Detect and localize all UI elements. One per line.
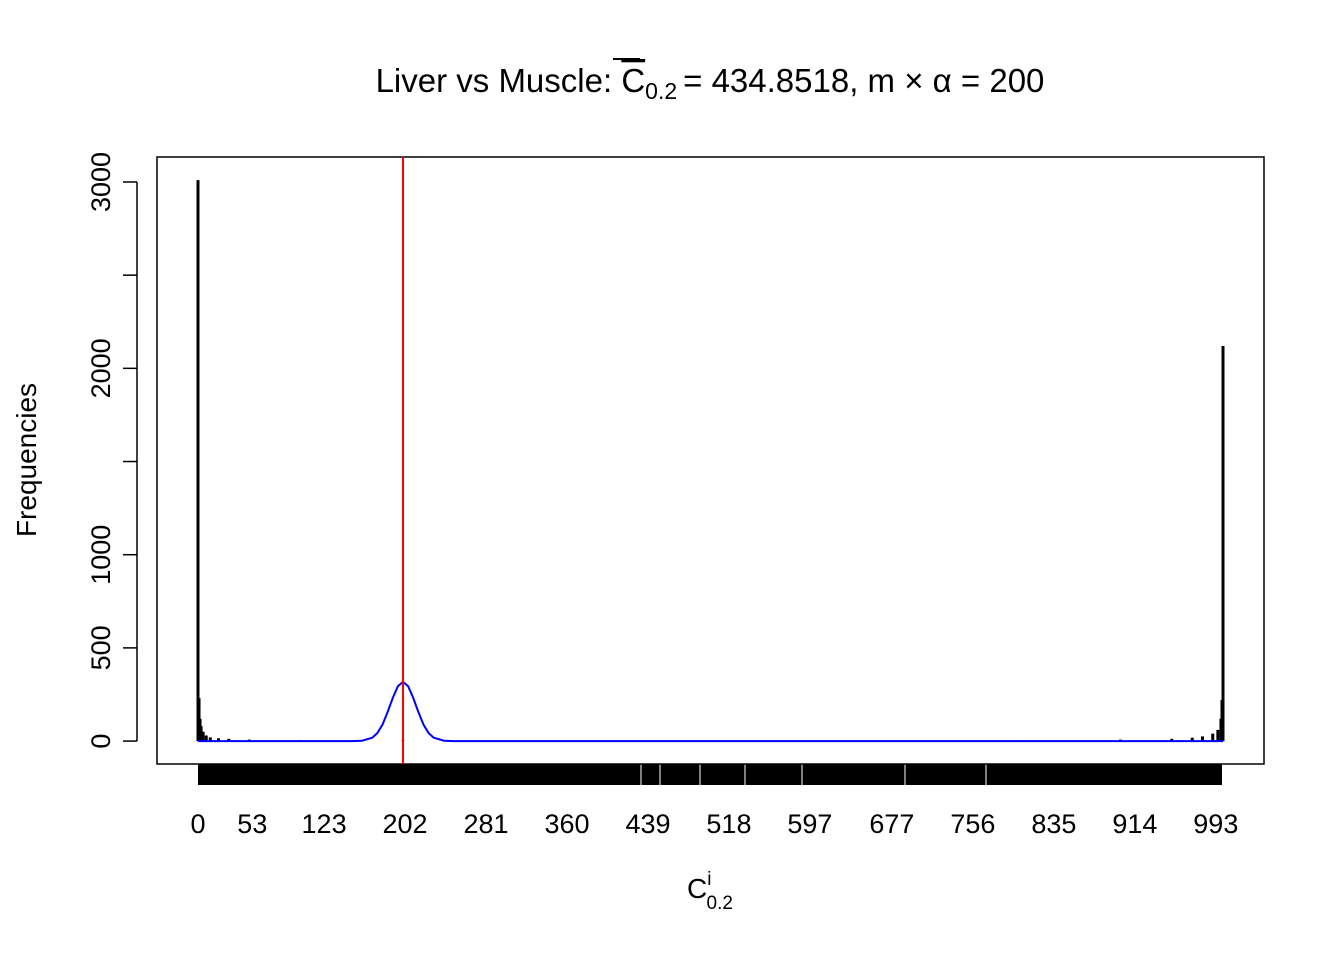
- y-tick-label: 0: [86, 734, 116, 749]
- x-tick-label: 439: [625, 809, 670, 839]
- x-axis-label: Ci 0.2: [687, 869, 733, 914]
- y-tick-label: 500: [86, 625, 116, 670]
- y-tick-label: 1000: [86, 525, 116, 585]
- xlabel-symbol: C: [687, 873, 707, 904]
- plot-box: [156, 156, 1265, 765]
- rug-gaps: [640, 764, 987, 785]
- x-tick-label: 123: [302, 809, 347, 839]
- x-tick-label: 202: [383, 809, 428, 839]
- xlabel-subscript: 0.2: [707, 893, 733, 914]
- title-subscript: 0.2: [645, 78, 677, 104]
- y-axis-label: Frequencies: [11, 383, 42, 537]
- x-tick-label: 597: [787, 809, 832, 839]
- x-tick-label: 993: [1193, 809, 1238, 839]
- x-tick-label: 835: [1031, 809, 1076, 839]
- x-tick-label: 518: [706, 809, 751, 839]
- x-tick-label: 53: [237, 809, 267, 839]
- chart-title: Liver vs Muscle: C0.2 = 434.8518, m × α =…: [376, 62, 1045, 104]
- x-tick-label: 914: [1112, 809, 1157, 839]
- x-tick-label: 360: [544, 809, 589, 839]
- x-tick-label: 756: [950, 809, 995, 839]
- x-axis-rug: [198, 764, 1222, 785]
- x-tick-label: 0: [190, 809, 205, 839]
- x-tick-label: 677: [869, 809, 914, 839]
- title-symbol: C: [621, 62, 645, 99]
- xlabel-superscript: i: [707, 869, 711, 890]
- title-prefix: Liver vs Muscle:: [376, 62, 622, 99]
- y-tick-label: 2000: [86, 338, 116, 398]
- y-tick-label: 3000: [86, 152, 116, 212]
- x-tick-label: 281: [463, 809, 508, 839]
- title-suffix: = 434.8518, m × α = 200: [683, 62, 1044, 99]
